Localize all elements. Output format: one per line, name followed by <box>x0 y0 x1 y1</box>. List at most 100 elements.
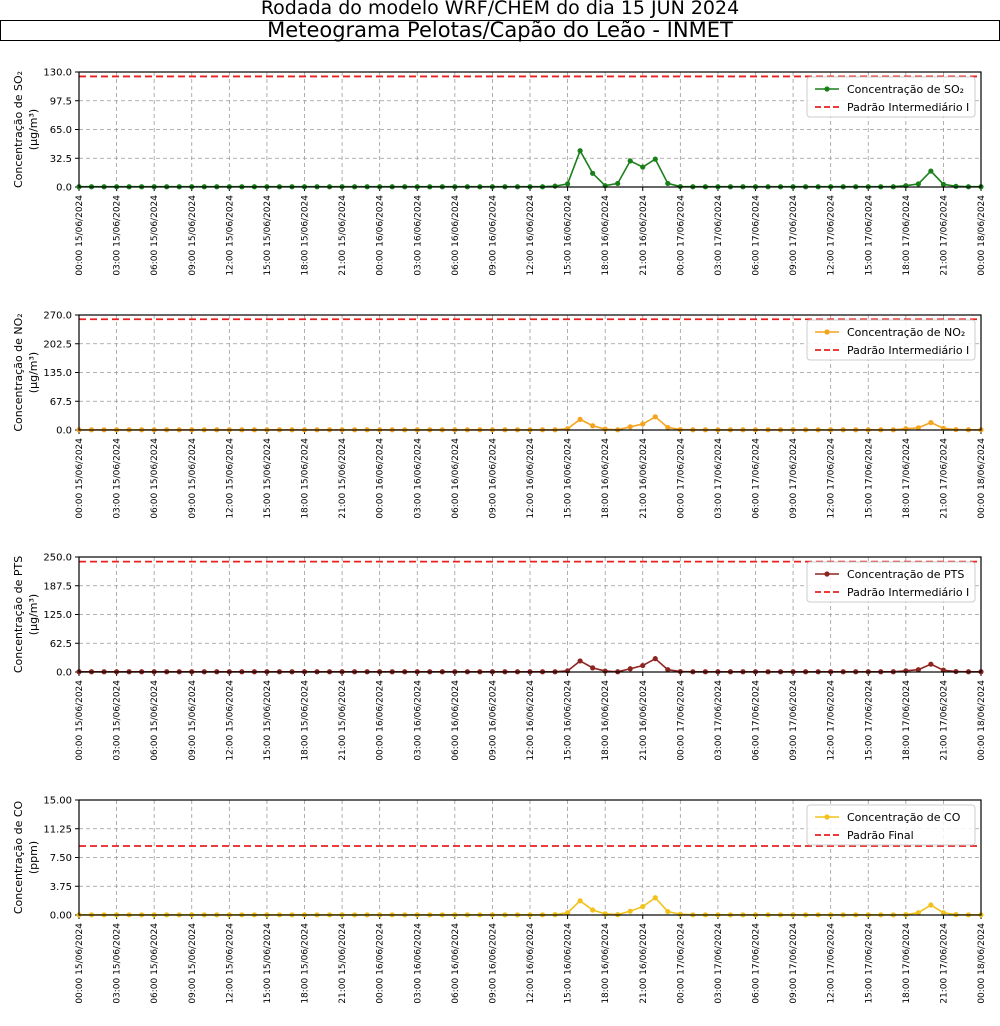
x-tick-label: 18:00 17/06/2024 <box>902 195 912 276</box>
data-point <box>915 910 921 916</box>
y-tick-label: 67.5 <box>50 397 72 408</box>
y-tick-label: 32.5 <box>50 154 72 165</box>
panel-3: 0.0 62.5 125.0 187.5 250.0 00:00 15/06/2024 03… <box>12 553 987 761</box>
x-tick-label: 12:00 17/06/2024 <box>827 195 837 276</box>
y-tick-label: 125.0 <box>43 610 72 621</box>
x-tick-label: 15:00 15/06/2024 <box>263 680 273 761</box>
x-tick-label: 06:00 15/06/2024 <box>150 680 160 761</box>
x-tick-label: 03:00 17/06/2024 <box>714 923 724 1004</box>
y-tick-label: 15.00 <box>43 796 72 807</box>
axes-frame <box>78 314 982 431</box>
y-axis-unit: (ppm) <box>27 841 40 874</box>
x-tick-label: 03:00 16/06/2024 <box>413 680 423 761</box>
legend-label: Padrão Intermediário I <box>847 586 969 599</box>
x-tick-label: 21:00 17/06/2024 <box>939 680 949 761</box>
x-tick-label: 12:00 16/06/2024 <box>526 438 536 519</box>
x-tick-label: 00:00 17/06/2024 <box>676 438 686 519</box>
y-tick-label: 97.5 <box>50 96 72 107</box>
legend-box <box>806 561 976 603</box>
x-tick-label: 15:00 17/06/2024 <box>864 195 874 276</box>
legend-label: Concentração de CO <box>847 811 961 824</box>
x-tick-label: 18:00 16/06/2024 <box>601 923 611 1004</box>
data-point <box>915 667 921 673</box>
x-tick-label: 21:00 15/06/2024 <box>338 923 348 1004</box>
y-tick-label: 130.0 <box>43 68 72 79</box>
x-tick-label: 15:00 17/06/2024 <box>864 438 874 519</box>
y-tick-label: 202.5 <box>43 339 72 350</box>
y-axis-label: Concentração de NO₂ <box>12 313 25 431</box>
y-tick-label: 65.0 <box>50 125 72 136</box>
x-tick-label: 00:00 16/06/2024 <box>376 195 386 276</box>
data-point <box>552 183 558 189</box>
x-tick-label: 09:00 16/06/2024 <box>488 195 498 276</box>
x-tick-label: 09:00 16/06/2024 <box>488 680 498 761</box>
x-tick-label: 21:00 16/06/2024 <box>639 438 649 519</box>
x-tick-label: 18:00 15/06/2024 <box>301 923 311 1004</box>
x-tick-label: 09:00 15/06/2024 <box>188 923 198 1004</box>
data-point <box>602 911 608 917</box>
data-point <box>615 180 621 187</box>
data-point <box>602 426 608 432</box>
x-tick-label: 00:00 16/06/2024 <box>376 680 386 761</box>
x-tick-label: 12:00 15/06/2024 <box>225 680 235 761</box>
x-tick-label: 18:00 16/06/2024 <box>601 438 611 519</box>
y-tick-label: 270.0 <box>43 311 72 322</box>
x-tick-label: 15:00 16/06/2024 <box>564 923 574 1004</box>
x-tick-label: 18:00 16/06/2024 <box>601 680 611 761</box>
y-axis-unit: (μg/m³) <box>27 594 40 635</box>
x-tick-label: 18:00 16/06/2024 <box>601 195 611 276</box>
legend-label: Padrão Intermediário I <box>847 344 969 357</box>
y-tick-label: 187.5 <box>43 581 72 592</box>
y-tick-label: 0.0 <box>56 668 72 679</box>
data-point <box>577 416 583 422</box>
legend-label: Padrão Intermediário I <box>847 101 969 114</box>
x-tick-label: 21:00 16/06/2024 <box>639 195 649 276</box>
x-tick-label: 12:00 17/06/2024 <box>827 923 837 1004</box>
data-point <box>652 414 658 420</box>
data-point <box>590 170 596 176</box>
x-tick-label: 12:00 17/06/2024 <box>827 438 837 519</box>
data-point <box>640 662 646 669</box>
data-point <box>652 895 658 901</box>
x-tick-label: 15:00 15/06/2024 <box>263 195 273 276</box>
x-tick-label: 15:00 16/06/2024 <box>564 680 574 761</box>
run-title: Rodada do modelo WRF/CHEM do dia 15 JUN … <box>260 0 740 19</box>
data-point <box>928 419 934 426</box>
x-tick-label: 03:00 15/06/2024 <box>113 195 123 276</box>
data-point <box>590 665 596 671</box>
data-point <box>564 181 571 187</box>
data-point <box>602 668 608 674</box>
legend-swatch-marker <box>824 329 830 335</box>
data-point <box>665 908 671 915</box>
x-tick-label: 00:00 16/06/2024 <box>376 438 386 519</box>
data-point <box>627 424 633 430</box>
x-tick-label: 06:00 16/06/2024 <box>451 438 461 519</box>
x-tick-label: 06:00 15/06/2024 <box>150 195 160 276</box>
data-point <box>665 667 671 673</box>
x-tick-label: 06:00 17/06/2024 <box>752 438 762 519</box>
x-tick-label: 09:00 15/06/2024 <box>188 195 198 276</box>
data-point <box>652 156 658 162</box>
axes-frame <box>78 799 982 916</box>
x-tick-label: 12:00 16/06/2024 <box>526 195 536 276</box>
y-axis-unit: (μg/m³) <box>27 352 40 393</box>
x-tick-label: 06:00 15/06/2024 <box>150 438 160 519</box>
x-tick-label: 00:00 18/06/2024 <box>977 680 987 761</box>
data-point <box>665 424 671 431</box>
y-tick-label: 135.0 <box>43 368 72 379</box>
x-tick-label: 03:00 17/06/2024 <box>714 195 724 276</box>
x-tick-label: 00:00 18/06/2024 <box>977 923 987 1004</box>
x-tick-label: 09:00 15/06/2024 <box>188 438 198 519</box>
x-tick-label: 06:00 15/06/2024 <box>150 923 160 1004</box>
y-axis-label: Concentração de SO₂ <box>12 71 25 188</box>
x-tick-label: 21:00 16/06/2024 <box>639 680 649 761</box>
x-tick-label: 09:00 17/06/2024 <box>789 438 799 519</box>
x-tick-label: 21:00 16/06/2024 <box>639 923 649 1004</box>
data-point <box>564 910 571 916</box>
data-point <box>903 668 909 674</box>
legend-label: Concentração de PTS <box>847 568 964 581</box>
panel-2: 0.0 67.5 135.0 202.5 270.0 00:00 15/06/2024 03… <box>12 311 987 519</box>
x-tick-label: 09:00 17/06/2024 <box>789 680 799 761</box>
x-tick-label: 00:00 16/06/2024 <box>376 923 386 1004</box>
